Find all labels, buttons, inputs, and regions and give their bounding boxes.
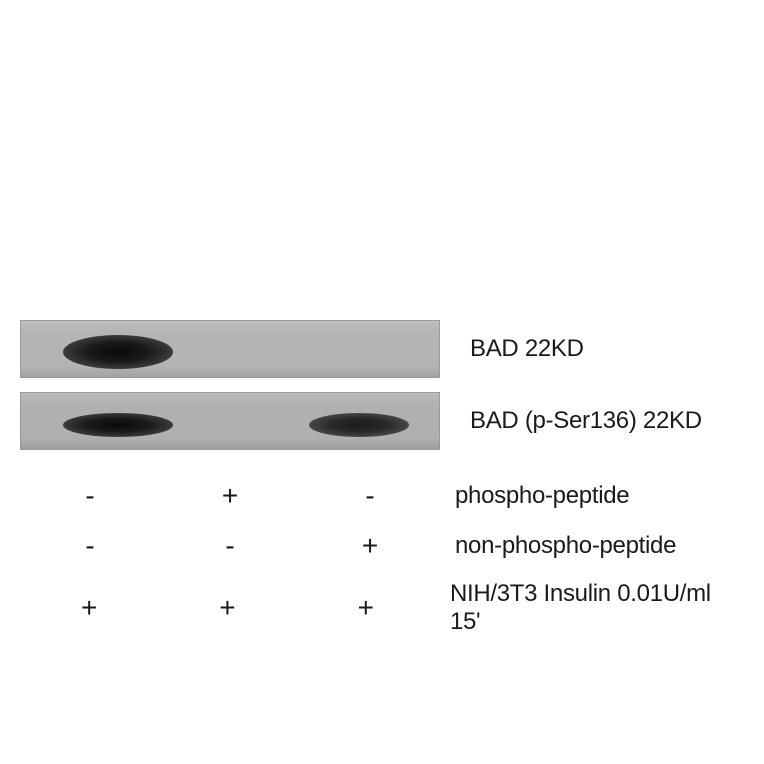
blot-band	[63, 335, 173, 369]
lane-symbol: +	[20, 592, 158, 624]
condition-label-phospho-peptide: phospho-peptide	[455, 482, 629, 510]
blot-row-bad: BAD 22KD	[20, 320, 744, 378]
lane-symbol: +	[160, 480, 300, 512]
lane-symbol: -	[300, 480, 440, 512]
lane-symbol: -	[160, 530, 300, 562]
western-blot-figure: BAD 22KD BAD (p-Ser136) 22KD - + - phosp…	[20, 320, 744, 654]
blot-label-bad: BAD 22KD	[470, 335, 584, 363]
condition-row-insulin: + + + NIH/3T3 Insulin 0.01U/ml 15'	[20, 580, 744, 636]
blot-image-bad	[20, 320, 440, 378]
lane-symbol: +	[158, 592, 296, 624]
lane-symbol: -	[20, 530, 160, 562]
condition-label-insulin: NIH/3T3 Insulin 0.01U/ml 15'	[450, 580, 744, 636]
blot-image-bad-phospho	[20, 392, 440, 450]
blot-row-bad-phospho: BAD (p-Ser136) 22KD	[20, 392, 744, 450]
condition-label-non-phospho-peptide: non-phospho-peptide	[455, 532, 676, 560]
blot-label-bad-phospho: BAD (p-Ser136) 22KD	[470, 407, 702, 435]
lane-symbol: +	[300, 530, 440, 562]
condition-row-non-phospho-peptide: - - + non-phospho-peptide	[20, 530, 744, 562]
condition-row-phospho-peptide: - + - phospho-peptide	[20, 480, 744, 512]
conditions-table: - + - phospho-peptide - - + non-phospho-…	[20, 480, 744, 636]
lane-symbol: +	[297, 592, 435, 624]
blot-band	[309, 413, 409, 437]
lane-symbol: -	[20, 480, 160, 512]
blot-band	[63, 413, 173, 437]
